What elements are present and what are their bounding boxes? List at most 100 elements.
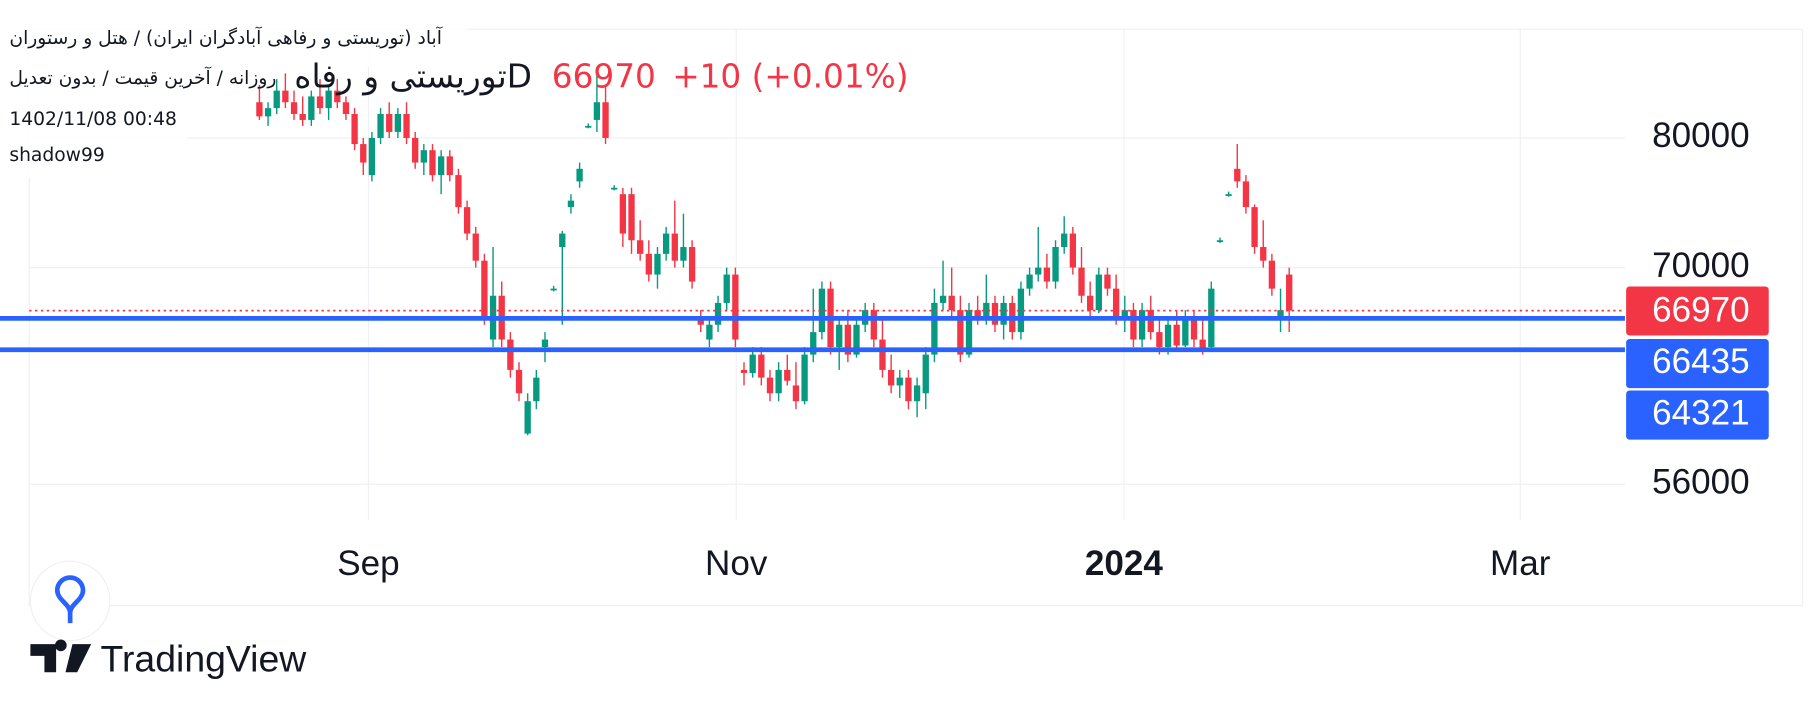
candle-body: [1104, 274, 1111, 289]
candle-body: [1242, 181, 1250, 208]
candle-body: [342, 102, 350, 115]
candle-body: [1199, 339, 1206, 351]
candle-body: [299, 114, 306, 120]
candle-body: [792, 385, 800, 402]
candle-body: [749, 354, 756, 373]
candle-body: [1052, 247, 1059, 282]
candle-body: [273, 90, 280, 109]
candle-body: [377, 114, 384, 138]
plot-area: [0, 67, 1625, 436]
candle-body: [1026, 274, 1033, 289]
candle-body: [1078, 267, 1085, 296]
candle-body: [922, 354, 929, 394]
price-line-label: 64321: [1652, 393, 1750, 432]
overlay: آباد (توریستی و رفاهی آبادگران ایران) / …: [0, 14, 909, 178]
candle-body: [1173, 324, 1180, 346]
candle-body: [1000, 302, 1007, 325]
last-price-tag: [1626, 286, 1769, 336]
x-tick-label: Mar: [1490, 544, 1551, 583]
candle-body: [1164, 324, 1172, 348]
candle-body: [766, 377, 774, 394]
candle-body: [879, 339, 886, 370]
candle-body: [740, 369, 748, 373]
candle-body: [1182, 317, 1189, 346]
candle-body: [394, 114, 402, 132]
header-bg: [0, 66, 188, 178]
candle-body: [818, 288, 826, 333]
candle-body: [429, 150, 436, 176]
candle-body: [732, 274, 739, 340]
candle-body: [524, 401, 531, 434]
candle-body: [948, 295, 955, 311]
candle-body: [1225, 194, 1232, 196]
candle-body: [784, 369, 791, 381]
candle-body: [386, 114, 393, 132]
candle-body: [896, 377, 903, 386]
candle-body: [680, 247, 687, 261]
brand: TradingView: [101, 638, 308, 680]
candle-body: [931, 302, 938, 355]
candle-body: [576, 168, 583, 182]
candle-body: [264, 108, 272, 117]
candle-body: [256, 102, 263, 117]
candle-body: [611, 187, 618, 190]
candle-body: [654, 253, 661, 275]
candle-body: [1268, 260, 1276, 289]
candle-body: [905, 377, 912, 402]
candle-body: [1216, 240, 1224, 243]
logo: TradingView: [29, 560, 308, 680]
candle-body: [368, 137, 376, 176]
candle-body: [507, 339, 514, 370]
candle-body: [1017, 288, 1025, 333]
candle-body: [360, 144, 367, 163]
candle-body: [437, 156, 445, 176]
candle-body: [1043, 267, 1051, 282]
candle-body: [662, 233, 670, 254]
candle-body: [1260, 247, 1267, 261]
candle-body: [801, 354, 808, 402]
candle-body: [810, 332, 817, 355]
candle-body: [316, 96, 324, 109]
candle-body: [965, 310, 973, 355]
candle-body: [351, 114, 358, 145]
candle-body: [870, 310, 877, 340]
legend-change: +10 (+0.01%): [672, 57, 908, 95]
candle-body: [334, 90, 341, 103]
candle-body: [1251, 207, 1258, 248]
candle-body: [697, 317, 704, 325]
candle-body: [593, 102, 601, 120]
candle-body: [550, 288, 557, 291]
y-tick-label: 70000: [1652, 246, 1750, 285]
candle-body: [541, 339, 549, 348]
price-line-tag: [1626, 339, 1769, 389]
candle-body: [836, 324, 843, 348]
candle-body: [1286, 274, 1293, 311]
candle-body: [758, 354, 765, 378]
candle-body: [706, 324, 713, 340]
logo-icon: [54, 575, 86, 624]
candle-body: [325, 90, 332, 109]
candle-body: [1061, 233, 1068, 248]
candle-body: [775, 369, 782, 394]
grid: [29, 29, 1625, 521]
logo-badge: [29, 560, 111, 642]
candle-body: [1121, 310, 1128, 318]
candle-body: [1035, 267, 1042, 275]
candle-body: [991, 302, 999, 325]
candle-body: [628, 194, 635, 241]
header-symbol: آباد (توریستی و رفاهی آبادگران ایران) / …: [9, 26, 442, 49]
candle-body: [619, 194, 627, 234]
candle-body: [1087, 295, 1094, 311]
candle-body: [1190, 317, 1198, 340]
candle-body: [1138, 310, 1146, 340]
candle-body: [983, 302, 990, 318]
candle-body: [308, 96, 315, 120]
candle-body: [1130, 310, 1137, 340]
legend-symbol: توریستی و رفاهD: [294, 57, 532, 95]
candle-body: [1112, 288, 1120, 318]
legend-last: 66970: [552, 57, 656, 95]
tv-logo: [30, 639, 92, 673]
candle-body: [567, 200, 575, 208]
